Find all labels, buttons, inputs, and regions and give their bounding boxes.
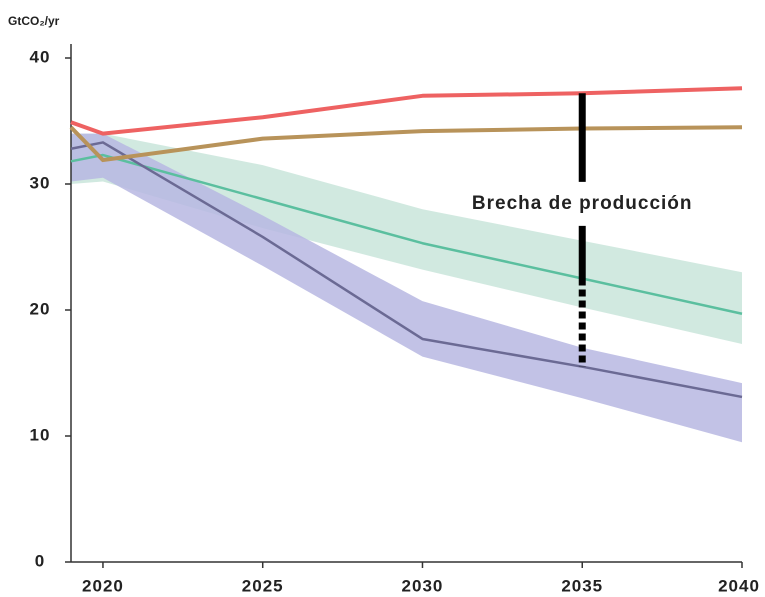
y-tick-label: 20 (30, 299, 51, 318)
x-tick-label: 2035 (561, 576, 603, 595)
y-axis-label: GtCO₂/yr (8, 14, 60, 28)
line (69, 125, 743, 163)
line (70, 86, 743, 136)
line (70, 141, 743, 399)
y-tick-label: 10 (30, 425, 51, 444)
annotation: Brecha de producción (472, 193, 693, 214)
y-tick-label: 30 (30, 173, 51, 192)
y-tick-label: 40 (30, 47, 51, 66)
x-tick-label: 2040 (718, 576, 760, 595)
x-tick-label: 2025 (242, 576, 284, 595)
x-tick-label: 2030 (402, 576, 444, 595)
y-tick-label: 0 (35, 551, 45, 570)
x-tick-label: 2020 (82, 576, 124, 595)
